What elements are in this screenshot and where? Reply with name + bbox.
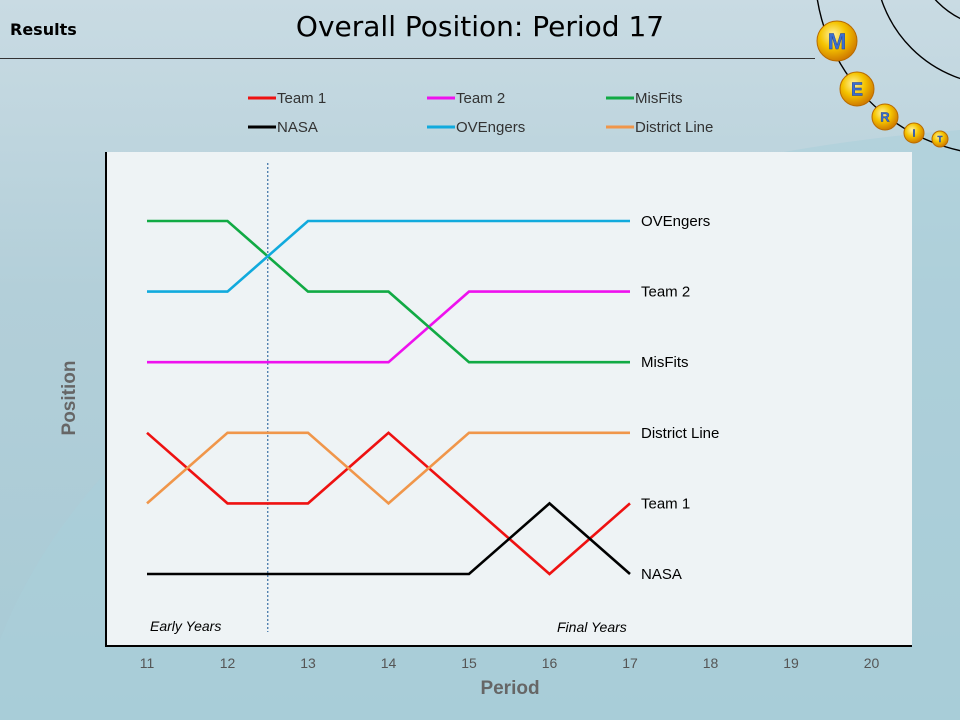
end-label-team-1: Team 1 <box>641 495 690 512</box>
series-lines <box>146 219 631 576</box>
x-tick-labels: 11 12 13 14 15 16 17 18 19 20 <box>140 655 880 671</box>
logo-ball-i <box>903 122 925 144</box>
series-line-nasa <box>147 501 631 576</box>
section-label: Results <box>10 20 77 39</box>
end-label-ovengers: OVEngers <box>641 213 710 230</box>
end-labels: Team 1 Team 2 MisFits NASA OVEngers District … <box>641 213 719 583</box>
logo-letter-m: M <box>828 29 846 54</box>
x-tick-label-19: 19 <box>783 655 799 671</box>
x-tick-label-11: 11 <box>140 655 155 671</box>
legend-label-nasa: NASA <box>277 119 318 136</box>
x-tick-label-13: 13 <box>300 655 316 671</box>
header-divider <box>0 58 815 59</box>
end-label-team-2: Team 2 <box>641 284 690 301</box>
series-line-team-2 <box>147 290 630 364</box>
annotation-early-years: Early Years <box>150 618 221 634</box>
logo-letter-e: E <box>851 79 863 99</box>
annotation-final-years: Final Years <box>557 619 627 635</box>
series-line-district-line <box>146 431 630 506</box>
series-line-ovengers <box>147 219 630 293</box>
legend-label-team-2: Team 2 <box>456 90 505 107</box>
legend-label-ovengers: OVEngers <box>456 119 525 136</box>
series-line-misfits <box>147 219 630 364</box>
logo-ball-m <box>816 20 858 62</box>
page-title: Overall Position: Period 17 <box>295 10 665 43</box>
end-label-district-line: District Line <box>641 425 719 442</box>
logo-letter-t: T <box>938 135 943 144</box>
legend: Team 1 Team 2 MisFits NASA OVEngers District … <box>248 90 713 136</box>
x-tick-label-12: 12 <box>220 655 236 671</box>
x-tick-label-17: 17 <box>622 655 638 671</box>
x-tick-label-16: 16 <box>542 655 558 671</box>
merit-logo: M E R I T <box>816 20 949 148</box>
x-axis-label: Period <box>480 678 540 699</box>
end-label-misfits: MisFits <box>641 354 689 371</box>
x-tick-label-18: 18 <box>703 655 719 671</box>
y-axis-label: Position <box>59 360 80 436</box>
logo-letter-i: I <box>913 129 916 140</box>
logo-ball-r <box>871 103 899 131</box>
logo-ball-t <box>931 130 949 148</box>
legend-label-team-1: Team 1 <box>277 90 326 107</box>
end-label-nasa: NASA <box>641 566 682 583</box>
plot-area <box>107 152 912 645</box>
x-tick-label-14: 14 <box>381 655 397 671</box>
series-line-team-1 <box>146 431 631 576</box>
logo-letter-r: R <box>880 110 890 125</box>
logo-ball-e <box>839 71 875 107</box>
legend-label-misfits: MisFits <box>635 90 683 107</box>
legend-label-district-line: District Line <box>635 119 713 136</box>
x-tick-label-15: 15 <box>461 655 477 671</box>
x-tick-label-20: 20 <box>864 655 880 671</box>
